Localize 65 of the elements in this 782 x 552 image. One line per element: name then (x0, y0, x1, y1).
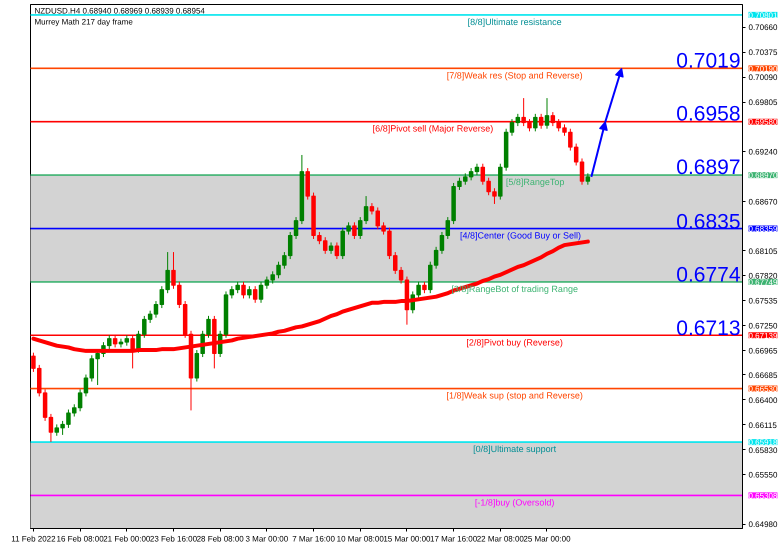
ref-line-label: [1/8]Weak sup (stop and Reverse) (446, 390, 583, 401)
ref-line-label: [8/8]Ultimate resistance (468, 16, 562, 27)
x-tick-label: 23 Feb 16:00 (150, 534, 198, 544)
y-tick-label: 0.67535 (748, 296, 778, 306)
y-tick-label: 0.69240 (748, 147, 778, 156)
x-tick-label: 17 Mar 16:00 (430, 534, 478, 544)
candlestick (241, 281, 246, 299)
y-tick-label: 0.68359 (748, 224, 778, 234)
annotation: 0.7019 (676, 49, 741, 72)
x-tick-label: 21 Feb 00:00 (103, 534, 151, 544)
x-tick-label: 10 Mar 08:00 (336, 534, 384, 544)
text: Murrey Math 217 day frame (34, 18, 134, 26)
annotation: 0.6835 (676, 210, 741, 234)
x-tick-label: 22 Mar 08:00 (476, 534, 524, 544)
candlestick (544, 98, 550, 130)
chart-title: NZDUSD.H4 0.68940 0.68969 0.68939 0.68954 (34, 6, 206, 16)
x-tick-label: 3 Mar 00:00 (246, 534, 289, 544)
y-tick-label: 0.68670 (748, 197, 778, 206)
candlestick (533, 113, 538, 132)
ref-line-label: [6/8]Pivot sell (Major Reverse) (372, 124, 494, 134)
annotation: 0.6774 (676, 264, 741, 287)
x-tick-label: 11 Feb 2022 (11, 534, 56, 544)
y-tick-label: 0.65550 (748, 470, 778, 480)
x-tick-label: 28 Feb 08:00 (196, 534, 244, 544)
x-tick-label: 7 Mar 16:00 (292, 534, 336, 544)
annotation: 0.6958 (676, 102, 741, 126)
y-tick-label: 0.68105 (748, 246, 778, 256)
candlestick (334, 242, 340, 260)
candlestick (586, 172, 590, 186)
y-tick-label: 0.67250 (748, 322, 778, 331)
y-tick-label: 0.67139 (748, 331, 778, 340)
y-tick-label: 0.64980 (748, 520, 778, 530)
ref-line-label: [-1/8]buy (Oversold) (474, 497, 554, 508)
y-tick-label: 0.68970 (748, 171, 778, 180)
y-tick-label: 0.69805 (748, 98, 778, 108)
y-tick-label: 0.67749 (748, 278, 778, 287)
annotation: 0.6897 (676, 156, 741, 180)
candlestick (422, 281, 427, 294)
x-tick-label: 15 Mar 00:00 (383, 534, 432, 544)
candlestick (328, 242, 334, 254)
x-tick-label: 25 Mar 00:00 (523, 534, 572, 544)
y-tick-label: 0.65308 (748, 491, 778, 500)
y-tick-label: 0.66530 (748, 384, 778, 394)
y-tick-label: 0.66965 (748, 346, 778, 356)
candlestick (247, 286, 252, 299)
y-tick-label: 0.70660 (748, 23, 778, 32)
y-tick-label: 0.69580 (748, 118, 778, 127)
ref-line-label: [5/8]RangeTop (506, 177, 564, 188)
y-tick-label: 0.66400 (748, 396, 778, 405)
y-tick-label: 0.65830 (748, 446, 778, 455)
y-tick-label: 0.70375 (748, 48, 778, 58)
annotation: 0.6713 (676, 317, 741, 340)
ref-line-label: [7/8]Weak res (Stop and Reverse) (446, 70, 583, 80)
y-tick-label: 0.70190 (748, 64, 778, 74)
x-tick-label: 16 Feb 08:00 (56, 534, 104, 544)
candlestick (352, 222, 357, 240)
ref-line-label: [4/8]Center (Good Buy or Sell) (460, 230, 582, 241)
y-tick-label: 0.70090 (748, 73, 778, 82)
ref-line-label: [2/8]Pivot buy (Reverse) (466, 337, 563, 348)
ref-line-label: [0/8]Ultimate support (473, 444, 557, 454)
y-tick-label: 0.66685 (748, 370, 778, 380)
y-tick-label: 0.66115 (748, 420, 778, 430)
y-tick-label: 0.70801 (748, 10, 778, 20)
candlestick (252, 286, 258, 304)
y-tick-label: 0.65918 (748, 438, 778, 448)
